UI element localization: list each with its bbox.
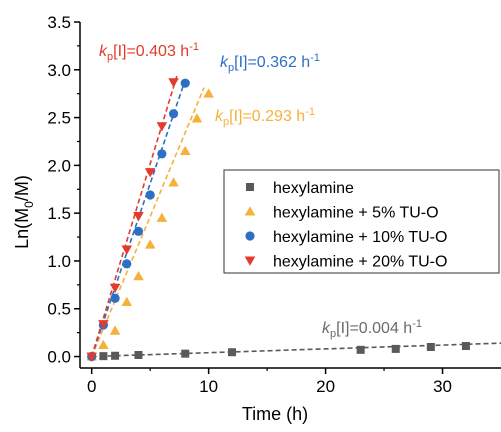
marker-triangle-up bbox=[156, 212, 168, 222]
marker-triangle-up bbox=[244, 206, 256, 216]
y-tick-label: 3.5 bbox=[47, 13, 71, 32]
marker-triangle-up bbox=[179, 145, 191, 156]
marker-square bbox=[426, 342, 435, 351]
marker-triangle-down bbox=[156, 122, 168, 132]
marker-square bbox=[134, 351, 143, 360]
fit-line bbox=[91, 342, 501, 358]
marker-square bbox=[461, 342, 470, 351]
marker-square bbox=[356, 345, 365, 354]
marker-triangle-down bbox=[133, 212, 144, 222]
y-tick-label: 2.0 bbox=[47, 156, 71, 175]
marker-circle bbox=[145, 190, 155, 200]
marker-triangle-down bbox=[86, 352, 97, 362]
rate-constant-label: kp[I]=0.403 h-1 bbox=[99, 41, 199, 63]
legend-box bbox=[223, 169, 500, 274]
ticks: 0.0 0.5 1.0 1.5 2.0 2.5 3.0 3.5 0 10 20 30 bbox=[47, 13, 452, 396]
marker-circle bbox=[110, 293, 120, 303]
fit-line bbox=[90, 75, 178, 357]
fit-line bbox=[90, 87, 205, 357]
y-tick-label: 3.0 bbox=[47, 61, 71, 80]
marker-triangle-up bbox=[203, 88, 214, 98]
y-tick-label: 1.5 bbox=[47, 204, 71, 223]
marker-circle bbox=[245, 231, 255, 241]
marker-triangle-down bbox=[121, 245, 133, 255]
marker-square bbox=[246, 183, 254, 191]
x-tick-label: 0 bbox=[87, 377, 96, 396]
marker-triangle-up bbox=[109, 325, 121, 335]
rate-constant-label: kp[I]=0.362 h-1 bbox=[220, 52, 320, 74]
data-points bbox=[86, 78, 470, 362]
marker-triangle-down bbox=[244, 256, 256, 266]
marker-triangle-up bbox=[168, 177, 179, 187]
legend-label: hexylamine bbox=[273, 180, 354, 197]
x-tick-label: 10 bbox=[199, 377, 218, 396]
marker-triangle-down bbox=[109, 283, 121, 294]
annotations: kp[I]=0.004 h-1 kp[I]=0.293 h-1 kp[I]=0.36… bbox=[99, 41, 422, 340]
marker-circle bbox=[157, 149, 167, 159]
marker-circle bbox=[133, 226, 144, 236]
y-tick-label: 0.0 bbox=[47, 348, 71, 367]
legend-label: hexylamine + 10% TU-O bbox=[273, 229, 447, 246]
y-tick-label: 2.5 bbox=[47, 109, 71, 128]
marker-triangle-up bbox=[133, 270, 144, 281]
rate-constant-label: kp[I]=0.004 h-1 bbox=[322, 318, 422, 340]
marker-square bbox=[228, 348, 237, 357]
marker-triangle-up bbox=[121, 296, 133, 307]
legend: hexylamine hexylamine + 5% TU-O hexylamine… bbox=[223, 169, 500, 274]
marker-square bbox=[391, 344, 400, 353]
marker-circle bbox=[122, 259, 132, 269]
legend-label: hexylamine + 5% TU-O bbox=[273, 205, 439, 222]
marker-circle bbox=[180, 78, 190, 88]
rate-constant-label: kp[I]=0.293 h-1 bbox=[215, 106, 315, 128]
marker-triangle-up bbox=[98, 339, 109, 350]
marker-square bbox=[99, 352, 108, 361]
marker-square bbox=[111, 351, 120, 360]
marker-triangle-down bbox=[144, 168, 156, 178]
x-tick-label: 30 bbox=[433, 377, 452, 396]
marker-triangle-down bbox=[98, 320, 109, 330]
y-tick-label: 1.0 bbox=[47, 252, 71, 271]
marker-triangle-down bbox=[168, 78, 179, 88]
legend-label: hexylamine + 20% TU-O bbox=[273, 254, 447, 271]
y-tick-label: 0.5 bbox=[47, 300, 71, 319]
marker-circle bbox=[168, 109, 179, 119]
x-tick-label: 20 bbox=[316, 377, 335, 396]
marker-triangle-up bbox=[144, 239, 156, 249]
marker-triangle-up bbox=[191, 113, 203, 123]
marker-square bbox=[181, 349, 190, 358]
x-axis-title: Time (h) bbox=[242, 404, 308, 424]
